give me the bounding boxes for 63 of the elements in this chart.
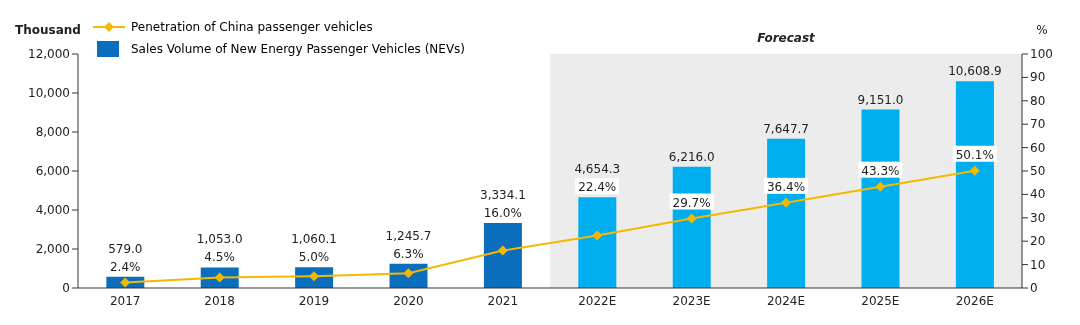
- data-label: 43.3%: [861, 163, 900, 178]
- y2-tick-label: 30: [1030, 210, 1046, 225]
- x-tick-label: 2017: [109, 293, 141, 308]
- y2-tick-label: 50: [1030, 164, 1046, 178]
- point: [969, 165, 980, 176]
- data-label: 5.0%: [298, 250, 330, 265]
- x-tick-label: 2021: [487, 293, 519, 308]
- bar: [483, 222, 522, 288]
- data-label: 3,334.1: [480, 187, 526, 202]
- point: [781, 197, 791, 208]
- y2-tick-label: 90: [1030, 70, 1046, 85]
- y-tick-label: 12,000: [28, 47, 70, 61]
- data-label: 4.5%: [204, 250, 235, 265]
- data-label: 10,608.9: [948, 64, 1002, 79]
- y2-tick-label: 40: [1030, 187, 1046, 202]
- x-tick-label: 2025E: [861, 293, 900, 308]
- x-tick-label: 2026E: [955, 293, 994, 308]
- data-label: 6,216.0: [668, 149, 715, 164]
- data-label: 36.4%: [766, 179, 806, 194]
- y2-tick-label: 0: [1030, 281, 1038, 295]
- data-label: 6.3%: [393, 246, 424, 261]
- data-label: 1,060.1: [291, 232, 338, 247]
- y2-tick-label: 60: [1030, 140, 1046, 155]
- x-tick-label: 2020: [393, 293, 424, 308]
- data-label: 9,151.0: [857, 92, 904, 107]
- point: [875, 181, 886, 192]
- point: [686, 213, 697, 224]
- x-tick-label: 2023E: [672, 293, 711, 308]
- x-tick-label: 2019: [298, 293, 330, 308]
- x-tick-label: 2018: [204, 293, 235, 308]
- data-label: 16.0%: [483, 205, 522, 220]
- data-label: 7,647.7: [763, 121, 810, 136]
- legend-label: Sales Volume of New Energy Passenger Vehicles (NEVs): [131, 41, 466, 58]
- data-label: 22.4%: [578, 180, 617, 195]
- point: [592, 230, 603, 241]
- y2-tick-label: 70: [1030, 117, 1046, 132]
- y2-tick-label: 100: [1030, 47, 1053, 61]
- y2-tick-label: 80: [1030, 93, 1046, 108]
- y-tick-label: 10,000: [28, 86, 70, 100]
- data-label: 4,654.3: [574, 162, 621, 177]
- y2-tick-label: 10: [1030, 257, 1046, 272]
- legend-label: Penetration of China passenger vehicles: [131, 19, 373, 36]
- band-label: Forecast: [757, 31, 817, 45]
- y-tick-label: 6,000: [35, 164, 70, 178]
- x-tick-label: 2024E: [766, 293, 806, 308]
- y-axis-title: Thousand: [15, 23, 81, 37]
- y-tick-label: 0: [62, 281, 70, 295]
- y2-tick-label: 20: [1030, 234, 1046, 249]
- y-tick-label: 2,000: [35, 242, 70, 256]
- data-label: 2.4%: [109, 259, 141, 274]
- bar: [861, 109, 900, 288]
- y-tick-label: 8,000: [35, 125, 70, 139]
- data-label: 579.0: [108, 241, 143, 256]
- data-label: 50.1%: [955, 147, 994, 162]
- y2-axis-title: %: [1036, 23, 1048, 37]
- data-label: 1,245.7: [385, 228, 432, 243]
- y-tick-label: 4,000: [35, 203, 70, 217]
- data-label: 1,053.0: [196, 232, 243, 247]
- data-label: 29.7%: [672, 195, 711, 210]
- x-tick-label: 2022E: [578, 293, 617, 308]
- point: [497, 245, 508, 256]
- bar: [955, 81, 994, 288]
- bar: [578, 197, 617, 288]
